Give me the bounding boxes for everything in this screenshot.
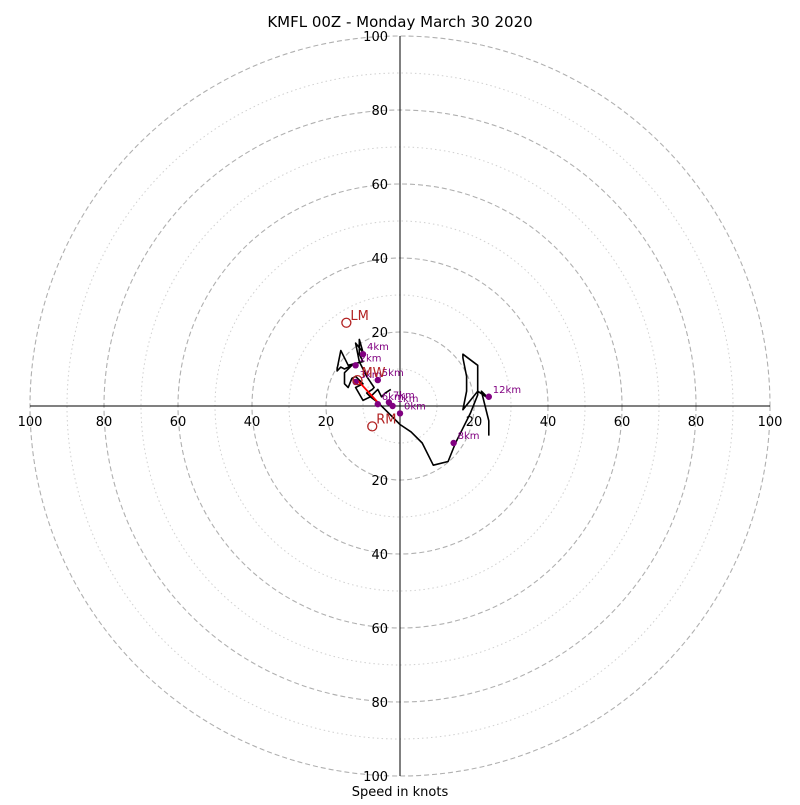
height-label-7km: 7km [393, 390, 415, 401]
hodograph-trace [336, 338, 490, 467]
height-point-8km [450, 439, 457, 447]
height-label-2km: 2km [360, 353, 382, 364]
storm-motion-label-MW: MW [361, 366, 385, 381]
tick-labels: 100 80 60 40 20 20 40 60 80 100 100 80 60 40 20 20 40 60 8… [18, 30, 783, 785]
x-right-tick-4: 100 [758, 415, 783, 430]
hodograph-line [336, 338, 490, 467]
y-bottom-tick-2: 60 [371, 622, 388, 637]
height-label-8km: 8km [458, 431, 480, 442]
center-axes [30, 36, 770, 776]
height-label-1km: 1km [397, 394, 419, 405]
height-label-0km: 0km [404, 401, 426, 412]
x-left-tick-0: 100 [18, 415, 43, 430]
height-label-3km: 3km [360, 370, 382, 381]
y-top-tick-4: 20 [371, 326, 388, 341]
y-top-tick-1: 80 [371, 104, 388, 119]
y-bottom-tick-4: 100 [363, 770, 388, 785]
x-axis-label: Speed in knots [352, 785, 449, 800]
y-top-tick-3: 40 [371, 252, 388, 267]
storm-motion-marker-MW [352, 374, 363, 386]
height-point-4km [359, 351, 367, 358]
height-point-7km [385, 399, 393, 406]
chart-title: KMFL 00Z - Monday March 30 2020 [267, 13, 532, 31]
x-right-tick-0: 20 [466, 415, 483, 430]
x-left-tick-2: 60 [170, 415, 187, 430]
height-label-5km: 5km [382, 368, 404, 379]
y-bottom-tick-0: 20 [371, 474, 388, 489]
storm-motion-label-LM: LM [350, 309, 368, 324]
x-left-tick-1: 80 [96, 415, 113, 430]
height-point-6km [374, 400, 381, 408]
storm-motion-marker-RM [367, 421, 378, 432]
y-bottom-tick-1: 40 [371, 548, 388, 563]
storm-motion-markers: LM MW RM [341, 309, 397, 432]
height-label-6km: 6km [382, 392, 404, 403]
x-left-tick-4: 20 [318, 415, 335, 430]
storm-motion-marker-LM [341, 317, 352, 328]
height-label-4km: 4km [367, 342, 389, 353]
x-left-tick-3: 40 [244, 415, 261, 430]
height-point-12km [485, 393, 492, 400]
x-right-tick-3: 80 [688, 415, 705, 430]
height-point-5km [374, 376, 381, 384]
x-right-tick-1: 40 [540, 415, 557, 430]
height-label-12km: 12km [493, 385, 521, 396]
y-top-tick-0: 100 [363, 30, 388, 45]
height-point-2km [352, 362, 359, 369]
y-bottom-tick-3: 80 [371, 696, 388, 711]
y-top-tick-2: 60 [371, 178, 388, 193]
storm-motion-label-RM: RM [376, 412, 396, 427]
height-point-0km [396, 410, 404, 417]
x-right-tick-2: 60 [614, 415, 631, 430]
